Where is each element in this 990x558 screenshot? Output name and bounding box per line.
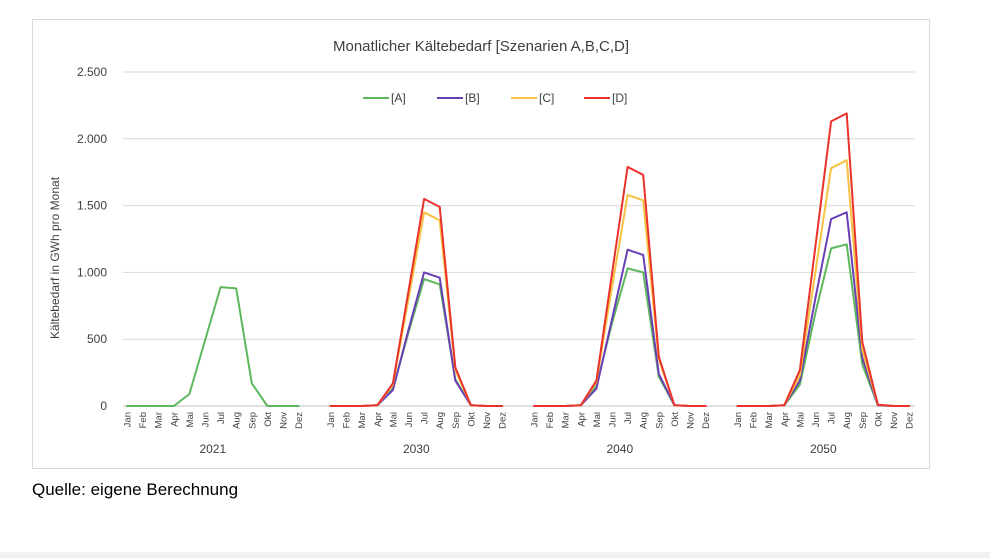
- x-tick-label: Jan: [530, 412, 541, 427]
- x-tick-label: Apr: [169, 412, 180, 427]
- x-tick-label: Dez: [498, 412, 509, 429]
- x-tick-label: Feb: [545, 412, 556, 428]
- x-tick-label: Aug: [842, 412, 853, 429]
- x-tick-label: Apr: [780, 412, 791, 427]
- x-tick-label: Jun: [404, 412, 415, 427]
- x-tick-label: Mai: [592, 412, 603, 427]
- bottom-strip: [0, 552, 990, 558]
- x-tick-label: Nov: [889, 412, 900, 429]
- y-tick-label: 500: [87, 332, 107, 346]
- series-line: [329, 197, 504, 407]
- y-tick-label: 1.500: [77, 199, 107, 213]
- x-tick-label: Mar: [764, 412, 775, 428]
- x-tick-label: Jan: [326, 412, 337, 427]
- x-group-label: 2050: [810, 442, 837, 456]
- x-tick-label: Sep: [451, 412, 462, 429]
- x-tick-label: Apr: [576, 412, 587, 427]
- legend-item: [A]: [363, 91, 406, 105]
- x-tick-label: Sep: [858, 412, 869, 429]
- x-group-label: 2030: [403, 442, 430, 456]
- x-tick-label: Aug: [639, 412, 650, 429]
- x-tick-label: Dez: [294, 412, 305, 429]
- series-line: [533, 267, 707, 407]
- x-tick-label: Jul: [216, 412, 227, 424]
- chart-frame: 0 500 1.000 1.500 2.000 2.500 Jan Feb Mar Apr Mai J…: [32, 19, 930, 469]
- series-line: [533, 165, 707, 407]
- x-group-label: 2021: [199, 442, 226, 456]
- series-line: [126, 286, 300, 407]
- x-tick-label: Apr: [373, 412, 384, 427]
- legend-label: [A]: [391, 91, 406, 105]
- x-tick-label: Mar: [154, 412, 165, 428]
- legend-label: [C]: [539, 91, 554, 105]
- x-tick-label: Sep: [654, 412, 665, 429]
- x-tick-label: Okt: [670, 412, 681, 427]
- x-tick-label: Mai: [795, 412, 806, 427]
- x-tick-label: Jul: [623, 412, 634, 424]
- y-tick-label: 0: [100, 399, 107, 413]
- series-line: [736, 243, 911, 407]
- x-tick-label: Jul: [827, 412, 838, 424]
- x-tick-label: Dez: [701, 412, 712, 429]
- series-line: [736, 112, 911, 407]
- chart-title: Monatlicher Kältebedarf [Szenarien A,B,C…: [333, 38, 629, 55]
- x-tick-label: Mar: [357, 412, 368, 428]
- series-a: [126, 243, 911, 407]
- x-tick-label: Dez: [905, 412, 916, 429]
- x-tick-label: Nov: [279, 412, 290, 429]
- x-tick-label: Jun: [608, 412, 619, 427]
- legend-item: [D]: [584, 91, 627, 105]
- x-tick-label: Aug: [232, 412, 243, 429]
- legend-label: [D]: [612, 91, 627, 105]
- x-tick-label: Okt: [263, 412, 274, 427]
- legend-item: [B]: [437, 91, 480, 105]
- legend-label: [B]: [465, 91, 480, 105]
- x-tick-label: Okt: [873, 412, 884, 427]
- series-line: [533, 248, 707, 407]
- x-tick-label: Mar: [561, 412, 572, 428]
- y-tick-label: 2.000: [77, 132, 107, 146]
- x-tick-label: Nov: [686, 412, 697, 429]
- x-tick-label: Aug: [435, 412, 446, 429]
- x-tick-label: Okt: [466, 412, 477, 427]
- series-d: [329, 112, 911, 407]
- source-note: Quelle: eigene Berechnung: [32, 480, 239, 499]
- x-tick-label: Feb: [138, 412, 149, 428]
- x-tick-label: Mai: [388, 412, 399, 427]
- x-tick-label: Nov: [482, 412, 493, 429]
- x-tick-label: Jun: [811, 412, 822, 427]
- x-tick-label: Jan: [733, 412, 744, 427]
- x-tick-label: Jan: [123, 412, 134, 427]
- y-tick-label: 1.000: [77, 265, 107, 279]
- x-tick-label: Feb: [342, 412, 353, 428]
- x-group-label: 2040: [606, 442, 633, 456]
- x-tick-label: Sep: [247, 412, 258, 429]
- line-chart: 0 500 1.000 1.500 2.000 2.500 Jan Feb Mar Apr Mai J…: [48, 38, 916, 456]
- y-tick-label: 2.500: [77, 65, 107, 79]
- x-tick-label: Jun: [201, 412, 212, 427]
- x-tick-label: Jul: [420, 412, 431, 424]
- x-tick-label: Feb: [749, 412, 760, 428]
- series-line: [736, 211, 911, 407]
- x-tick-label: Mai: [185, 412, 196, 427]
- legend-item: [C]: [511, 91, 554, 105]
- y-axis-label: Kältebedarf in GWh pro Monat: [48, 176, 62, 339]
